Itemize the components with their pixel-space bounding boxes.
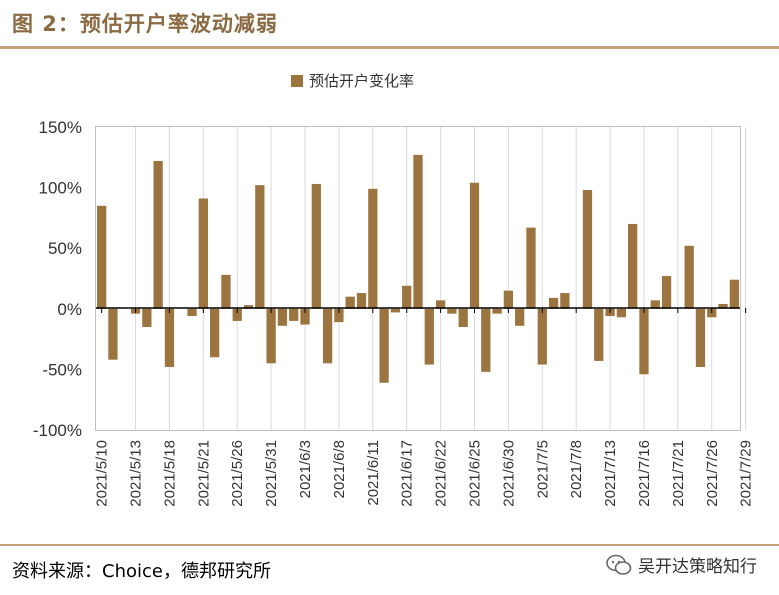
bar <box>379 308 389 383</box>
x-tick-label: 2021/5/10 <box>94 440 111 507</box>
x-tick-label: 2021/6/8 <box>331 440 348 498</box>
bar <box>481 308 491 372</box>
bar <box>650 300 660 309</box>
y-tick-label: -100% <box>33 421 82 440</box>
bar <box>718 303 728 309</box>
x-tick-label: 2021/7/21 <box>670 440 687 507</box>
bar <box>209 308 220 358</box>
bar <box>684 245 694 309</box>
x-tick-label: 2021/5/26 <box>229 440 246 507</box>
y-tick-label: 100% <box>39 179 82 198</box>
x-tick-label: 2021/5/31 <box>263 440 280 507</box>
y-axis: 150% 100% 50% 0% -50% -100% <box>33 118 82 440</box>
x-tick-label: 2021/5/18 <box>161 440 178 507</box>
bar <box>311 183 321 309</box>
bar <box>729 279 739 309</box>
y-tick-label: 150% <box>39 118 82 137</box>
gridlines <box>135 127 747 430</box>
wechat-icon <box>606 554 632 575</box>
x-tick-label: 2021/5/21 <box>195 440 212 507</box>
x-tick-label: 2021/6/11 <box>365 440 382 506</box>
bar <box>435 300 446 309</box>
bar <box>424 308 434 365</box>
legend-swatch <box>291 75 303 87</box>
x-axis: 2021/5/10 2021/5/13 2021/5/18 2021/5/21 2021… <box>94 308 755 507</box>
figure-title: 图 2：预估开户率波动减弱 <box>12 12 278 36</box>
bar <box>243 305 254 309</box>
title-divider <box>0 46 779 49</box>
bar <box>492 308 502 314</box>
plot-frame <box>95 126 741 431</box>
bar <box>97 205 107 309</box>
watermark: 吴开达策略知行 <box>605 552 757 577</box>
legend-label: 预估开户变化率 <box>309 72 414 90</box>
x-tick-label: 2021/7/13 <box>602 440 619 507</box>
bar-chart: 预估开户变化率 150% 100% 50% 0% -50% -100% 2021/5/10… <box>33 72 755 507</box>
bar <box>402 285 412 309</box>
bar <box>413 154 423 309</box>
bar-series <box>97 154 739 383</box>
bar <box>503 290 514 309</box>
bar <box>322 308 333 364</box>
bar <box>390 308 401 313</box>
bar <box>616 308 627 318</box>
bar <box>661 276 672 309</box>
bar <box>221 274 231 309</box>
bar <box>142 308 152 327</box>
bar <box>707 308 717 318</box>
x-tick-label: 2021/6/30 <box>500 440 517 507</box>
bar <box>289 308 299 321</box>
bar <box>187 308 197 317</box>
bar <box>356 293 367 309</box>
x-tick-label: 2021/6/3 <box>297 440 314 498</box>
bar <box>368 188 378 309</box>
bar <box>560 293 570 309</box>
bar <box>300 308 310 325</box>
bar <box>526 227 536 309</box>
bar <box>108 308 118 360</box>
x-tick-label: 2021/7/8 <box>568 440 585 498</box>
bar <box>232 308 242 321</box>
bar <box>594 308 604 361</box>
bar <box>345 296 355 309</box>
bar <box>582 190 593 309</box>
x-tick-label: 2021/6/25 <box>466 440 483 507</box>
bar <box>639 308 649 375</box>
bar <box>628 223 638 309</box>
y-tick-label: 50% <box>48 239 82 258</box>
source-note: 资料来源：Choice，德邦研究所 <box>12 561 271 582</box>
bar <box>153 160 163 309</box>
x-tick-label: 2021/7/5 <box>534 440 551 498</box>
bar <box>548 297 559 309</box>
bar <box>515 308 525 326</box>
bar <box>537 308 547 365</box>
bar <box>164 308 175 367</box>
y-tick-label: 0% <box>57 300 82 319</box>
x-tick-label: 2021/7/16 <box>636 440 653 507</box>
x-tick-label: 2021/6/17 <box>399 440 416 507</box>
x-tick-label: 2021/7/29 <box>738 440 755 507</box>
x-tick-label: 2021/5/13 <box>128 440 145 507</box>
watermark-text: 吴开达策略知行 <box>638 557 757 577</box>
bar <box>198 198 208 309</box>
bar <box>266 308 276 364</box>
y-tick-label: -50% <box>42 360 82 379</box>
bar <box>458 308 468 327</box>
x-tick-label: 2021/6/22 <box>433 440 450 507</box>
legend: 预估开户变化率 <box>291 72 414 90</box>
bar <box>447 308 457 314</box>
bar <box>469 182 480 309</box>
footer-divider <box>0 544 779 546</box>
bar <box>277 308 288 326</box>
bar <box>255 185 265 309</box>
bar <box>695 308 706 367</box>
bar <box>334 308 344 323</box>
x-tick-label: 2021/7/26 <box>704 440 721 507</box>
